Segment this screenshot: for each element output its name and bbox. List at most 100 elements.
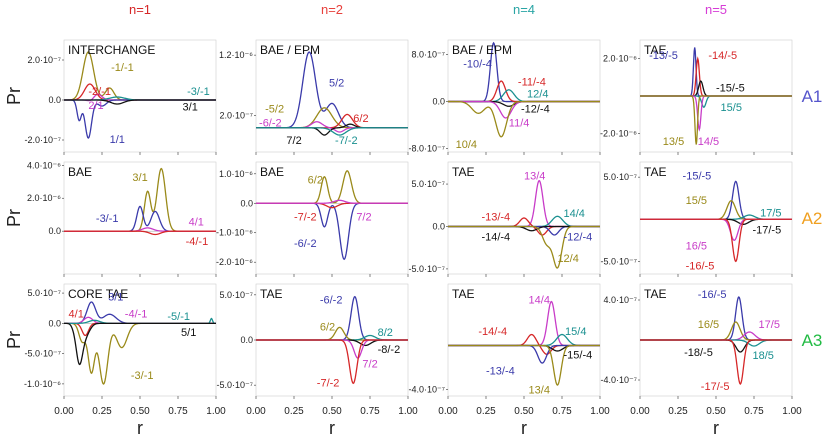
series-label: 17/5 — [759, 319, 780, 331]
panel-title: CORE TAE — [68, 287, 128, 301]
y-tick-label: 0.0 — [48, 226, 61, 236]
series-label: -14/-4 — [478, 326, 507, 338]
series-label: 12/4 — [557, 253, 578, 265]
x-tick-label: 0.00 — [438, 406, 458, 417]
y-axis-label-pr: Pr — [4, 209, 24, 227]
series-label: -17/-5 — [752, 224, 781, 236]
series-label: -15/-4 — [564, 349, 593, 361]
x-tick-label: 0.00 — [630, 406, 650, 417]
series-label: -1/-1 — [111, 62, 134, 74]
series-label: -11/-4 — [518, 77, 546, 89]
series-label: 7/2 — [356, 212, 371, 224]
series-label: -16/-5 — [686, 261, 715, 273]
panel-title: TAE — [644, 43, 666, 57]
series-line — [640, 95, 792, 145]
x-tick-label: 0.25 — [284, 406, 304, 417]
series-label: 5/2 — [329, 77, 344, 89]
x-axis-label-r: r — [137, 418, 143, 438]
series-label: -5/-1 — [167, 311, 190, 323]
x-tick-label: 0.25 — [476, 406, 496, 417]
series-label: -6/-2 — [294, 238, 317, 250]
column-header-n-2: n=2 — [321, 2, 343, 17]
y-tick-label: 0.0 — [48, 95, 61, 105]
y-tick-label: 1.2·10⁻⁶ — [219, 50, 253, 60]
series-line — [448, 89, 600, 103]
x-axis-label-r: r — [329, 418, 335, 438]
y-tick-label: 1.0·10⁻⁶ — [219, 169, 253, 179]
panel-1-3 — [638, 161, 793, 277]
panel-title: BAE — [260, 165, 284, 179]
x-tick-label: 0.00 — [54, 406, 74, 417]
x-tick-label: 0.25 — [92, 406, 112, 417]
y-tick-label: 5.0·10⁻⁷ — [603, 172, 637, 182]
panel-title: BAE / EPM — [260, 43, 320, 57]
panel-0-2 — [446, 39, 601, 155]
x-tick-label: 0.75 — [168, 406, 188, 417]
panel-2-0 — [62, 283, 217, 399]
series-line — [64, 99, 216, 105]
y-tick-label: -5.0·10⁻⁷ — [24, 349, 61, 359]
series-line — [640, 339, 792, 347]
series-label: 6/2 — [320, 321, 335, 333]
series-label: 13/4 — [524, 171, 545, 183]
y-tick-label: 2.0·10⁻⁷ — [219, 111, 253, 121]
series-line — [64, 322, 216, 366]
panel-1-2 — [446, 161, 601, 277]
x-tick-label: 0.25 — [668, 406, 688, 417]
series-line — [448, 100, 600, 138]
series-label: -13/-4 — [481, 211, 510, 223]
y-tick-label: 5.0·10⁻⁷ — [27, 288, 61, 298]
series-label: -5/2 — [265, 103, 284, 115]
series-label: 6/2 — [308, 175, 323, 187]
series-label: 6/2 — [353, 113, 368, 125]
x-tick-label: 0.50 — [130, 406, 150, 417]
y-tick-label: 5.0·10⁻⁷ — [219, 290, 253, 300]
series-label: -7/-2 — [335, 135, 358, 147]
x-tick-label: 0.00 — [246, 406, 266, 417]
x-tick-label: 1.00 — [398, 406, 418, 417]
panel-0-0 — [62, 39, 217, 155]
series-label: 7/2 — [286, 135, 301, 147]
series-label: 11/4 — [509, 118, 530, 130]
series-label: 5/1 — [181, 327, 196, 339]
y-tick-label: -2.0·10⁻⁶ — [216, 257, 253, 267]
panel-title: INTERCHANGE — [68, 43, 155, 57]
y-tick-label: -2.0·10⁻⁶ — [600, 128, 637, 138]
series-line — [64, 230, 216, 236]
series-line — [448, 225, 600, 269]
series-line — [640, 218, 792, 263]
series-label: -15/-5 — [716, 83, 745, 95]
series-label: 18/5 — [752, 350, 773, 362]
series-label: -12/-4 — [521, 104, 550, 116]
x-tick-label: 0.75 — [552, 406, 572, 417]
series-label: -10/-4 — [463, 58, 492, 70]
y-tick-label: 8.0·10⁻⁷ — [411, 50, 445, 60]
series-label: -12/-4 — [564, 232, 593, 244]
series-label: 12/4 — [527, 88, 548, 100]
series-label: 15/4 — [565, 326, 586, 338]
series-label: -7/-2 — [294, 212, 317, 224]
y-tick-label: 4.0·10⁻⁶ — [27, 160, 61, 170]
y-tick-label: 5.0·10⁻⁷ — [411, 179, 445, 189]
panel-0-1 — [254, 39, 409, 155]
series-label: -14/-5 — [708, 50, 737, 62]
y-tick-label: -5.0·10⁻⁷ — [600, 256, 637, 266]
panel-title: TAE — [452, 165, 474, 179]
series-label: 8/2 — [378, 327, 393, 339]
row-label-a2: A2 — [802, 209, 823, 228]
series-label: 16/5 — [686, 240, 707, 252]
panel-title: TAE — [644, 287, 666, 301]
y-tick-label: 2.0·10⁻⁷ — [27, 55, 61, 65]
panel-2-3 — [638, 283, 793, 399]
y-tick-label: 2.0·10⁻⁶ — [603, 54, 637, 64]
y-tick-label: -2.0·10⁻⁷ — [24, 135, 61, 145]
series-label: -15/-5 — [683, 170, 712, 182]
series-label: -13/-4 — [486, 366, 515, 378]
series-label: -4/-1 — [186, 236, 209, 248]
series-label: -8/-2 — [378, 344, 401, 356]
series-label: -2/-1 — [88, 86, 111, 98]
series-label: 14/5 — [698, 136, 719, 148]
panel-title: TAE — [644, 165, 666, 179]
row-label-a3: A3 — [802, 331, 823, 350]
